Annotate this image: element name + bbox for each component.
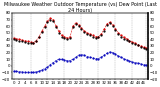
Title: Milwaukee Weather Outdoor Temperature (vs) Dew Point (Last 24 Hours): Milwaukee Weather Outdoor Temperature (v… — [4, 2, 156, 13]
